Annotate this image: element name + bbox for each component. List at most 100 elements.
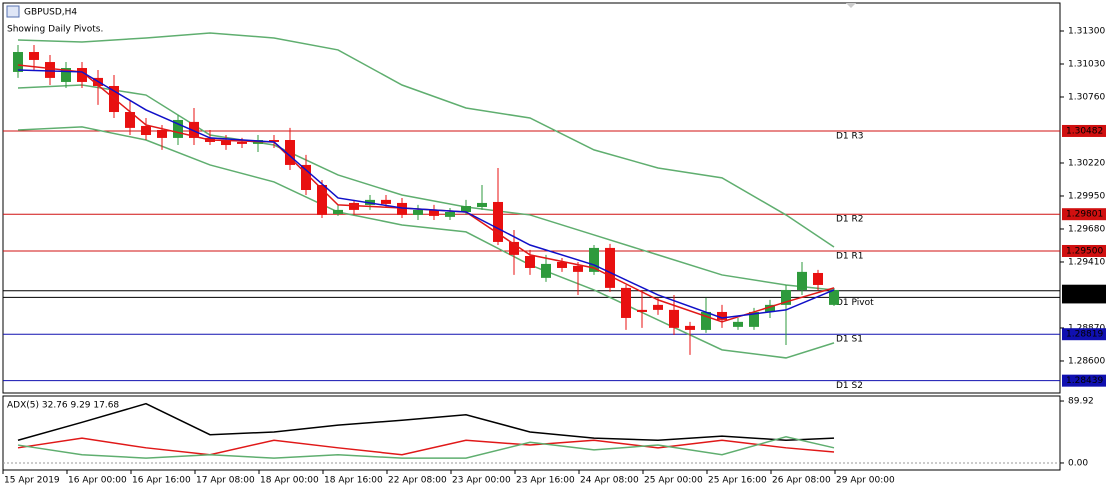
bollinger-band bbox=[17, 84, 835, 291]
price-label-bg bbox=[1062, 208, 1106, 221]
y-tick-label: 1.29680 bbox=[1068, 224, 1105, 234]
pivot-name: D1 Pivot bbox=[836, 298, 874, 308]
candle-body bbox=[381, 199, 391, 204]
x-tick-label: 25 Apr 00:00 bbox=[644, 476, 703, 486]
candle-body bbox=[221, 140, 231, 146]
candle-body bbox=[541, 263, 551, 278]
candle-body bbox=[653, 304, 663, 310]
y-tick-label: 1.29410 bbox=[1068, 257, 1105, 267]
candle-body bbox=[701, 311, 711, 330]
moving-average bbox=[17, 69, 835, 319]
candle-body bbox=[829, 289, 839, 305]
price-label: 1.28439 bbox=[1066, 376, 1103, 386]
chart-title: GBPUSD,H4 bbox=[24, 8, 77, 18]
symbol-icon bbox=[6, 5, 20, 18]
price-label: 1.29120 bbox=[1066, 293, 1103, 303]
candle-body bbox=[717, 311, 727, 320]
candle-body bbox=[573, 265, 583, 272]
candle-body bbox=[317, 184, 327, 215]
candle-body bbox=[765, 304, 775, 312]
candle-body bbox=[477, 202, 487, 207]
candle-body bbox=[813, 272, 823, 285]
shift-marker bbox=[846, 3, 856, 8]
candle-body bbox=[61, 68, 71, 82]
candle-body bbox=[77, 68, 87, 82]
x-tick-label: 23 Apr 00:00 bbox=[452, 476, 511, 486]
candle-body bbox=[349, 202, 359, 210]
candle-body bbox=[125, 112, 135, 128]
chart-subtitle: Showing Daily Pivots. bbox=[7, 25, 103, 35]
candle-body bbox=[733, 321, 743, 327]
adx-line bbox=[17, 436, 835, 459]
x-tick-label: 17 Apr 08:00 bbox=[196, 476, 255, 486]
price-label-bg bbox=[1062, 124, 1106, 137]
price-label-bg bbox=[1062, 244, 1106, 257]
adx-title: ADX(5) 32.76 9.29 17.68 bbox=[7, 401, 119, 411]
candle-body bbox=[445, 211, 455, 217]
candle-body bbox=[157, 129, 167, 138]
candle-body bbox=[189, 121, 199, 138]
y-tick-label: 1.31030 bbox=[1068, 59, 1105, 69]
adx-line bbox=[17, 437, 835, 456]
candle-body bbox=[509, 241, 519, 255]
bollinger-band bbox=[17, 126, 835, 359]
x-tick-label: 24 Apr 08:00 bbox=[580, 476, 639, 486]
candle-body bbox=[685, 325, 695, 330]
price-label: 1.29500 bbox=[1066, 246, 1103, 256]
pivot-name: D1 S2 bbox=[836, 381, 863, 391]
candle-body bbox=[413, 209, 423, 215]
candle-body bbox=[29, 52, 39, 60]
candle-body bbox=[637, 309, 647, 312]
x-tick-label: 18 Apr 00:00 bbox=[260, 476, 319, 486]
candle-body bbox=[525, 255, 535, 268]
pivot-name: D1 R1 bbox=[836, 251, 864, 261]
candle-body bbox=[605, 247, 615, 288]
x-tick-label: 25 Apr 16:00 bbox=[708, 476, 767, 486]
candle-body bbox=[269, 140, 279, 142]
price-label: 1.29175 bbox=[1066, 286, 1103, 296]
candle-body bbox=[45, 62, 55, 78]
x-tick-label: 29 Apr 00:00 bbox=[836, 476, 895, 486]
main-panel bbox=[2, 2, 1061, 394]
x-tick-label: 16 Apr 16:00 bbox=[132, 476, 191, 486]
y-tick-label: 1.31300 bbox=[1068, 26, 1105, 36]
x-tick-label: 22 Apr 08:00 bbox=[388, 476, 447, 486]
candle-body bbox=[557, 261, 567, 268]
candle-body bbox=[621, 287, 631, 318]
candle-body bbox=[797, 271, 807, 290]
x-tick-label: 15 Apr 2019 bbox=[4, 476, 60, 486]
candle-body bbox=[589, 247, 599, 272]
candle-body bbox=[493, 201, 503, 242]
y-tick-label: 1.29950 bbox=[1068, 191, 1105, 201]
candle-body bbox=[13, 52, 23, 72]
candle-body bbox=[669, 309, 679, 328]
candle-body bbox=[749, 311, 759, 327]
price-label: 1.29801 bbox=[1066, 210, 1103, 220]
pivot-name: D1 R3 bbox=[836, 131, 864, 141]
candle-body bbox=[141, 125, 151, 135]
candle-body bbox=[429, 209, 439, 216]
candle-body bbox=[461, 206, 471, 212]
pivot-name: D1 R2 bbox=[836, 215, 864, 225]
pivot-name: D1 S1 bbox=[836, 335, 863, 345]
adx-tick-label: 89.92 bbox=[1068, 397, 1094, 407]
price-label: 1.28819 bbox=[1066, 330, 1103, 340]
y-tick-label: 1.28600 bbox=[1068, 356, 1105, 366]
x-tick-label: 23 Apr 16:00 bbox=[516, 476, 575, 486]
adx-tick-label: 0.00 bbox=[1068, 458, 1088, 468]
bollinger-band bbox=[17, 32, 835, 248]
price-label-bg bbox=[1062, 284, 1106, 297]
candle-body bbox=[397, 202, 407, 215]
candle-body bbox=[285, 140, 295, 165]
y-tick-label: 1.30760 bbox=[1068, 92, 1105, 102]
price-label-bg bbox=[1062, 374, 1106, 387]
y-tick-label: 1.30220 bbox=[1068, 158, 1105, 168]
candle-body bbox=[333, 209, 343, 214]
candle-body bbox=[173, 119, 183, 138]
x-tick-label: 18 Apr 16:00 bbox=[324, 476, 383, 486]
price-label: 1.30482 bbox=[1066, 126, 1103, 136]
x-tick-label: 16 Apr 00:00 bbox=[68, 476, 127, 486]
candle-body bbox=[301, 164, 311, 190]
